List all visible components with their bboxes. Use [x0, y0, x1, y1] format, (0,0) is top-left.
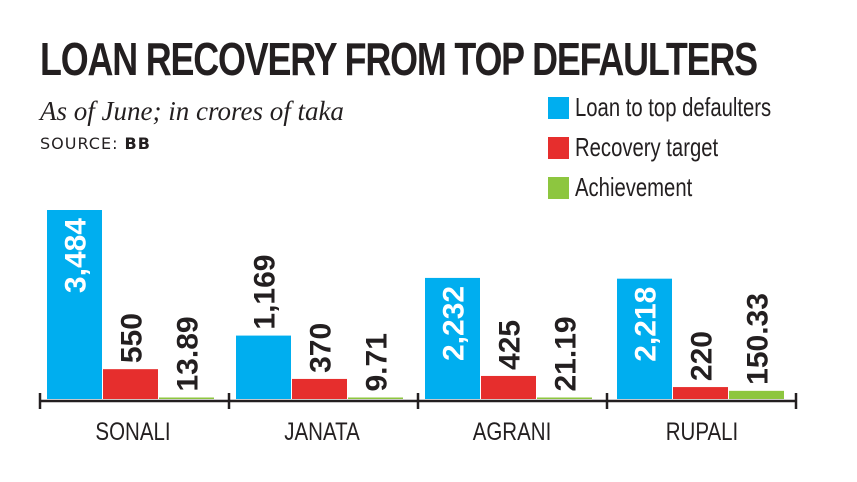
bar-label-sonali-series-1: 550	[115, 313, 148, 363]
bar-agrani-series-1	[481, 375, 536, 399]
bar-janata-series-2	[348, 397, 403, 399]
legend-swatch-loan	[548, 97, 569, 119]
bar-agrani-series-2	[537, 397, 592, 399]
bar-label-sonali-series-0: 3,484	[59, 218, 92, 293]
legend-label-loan: Loan to top defaulters	[575, 92, 772, 122]
bar-rupali-series-1	[673, 387, 728, 399]
bar-label-sonali-series-2: 13.89	[171, 316, 204, 391]
bar-sonali-series-0	[47, 210, 102, 399]
bar-label-janata-series-2: 9.71	[360, 333, 393, 391]
bar-label-rupali-series-2: 150.33	[741, 293, 774, 385]
bar-label-rupali-series-1: 220	[685, 331, 718, 381]
bar-label-agrani-series-0: 2,232	[437, 286, 470, 361]
source-line: SOURCE: BB	[40, 134, 151, 153]
legend-label-achievement: Achievement	[575, 172, 693, 202]
bar-label-rupali-series-0: 2,218	[629, 287, 662, 362]
bar-label-janata-series-0: 1,169	[248, 255, 281, 330]
bar-janata-series-0	[236, 335, 291, 399]
legend-label-target: Recovery target	[575, 132, 719, 162]
source-label: SOURCE:	[40, 134, 119, 153]
category-label-janata: JANATA	[284, 417, 360, 445]
category-label-rupali: RUPALI	[666, 417, 739, 445]
legend-swatch-achievement	[548, 177, 569, 199]
source-value: BB	[124, 134, 151, 153]
bar-label-agrani-series-1: 425	[493, 320, 526, 370]
bar-label-janata-series-1: 370	[304, 323, 337, 373]
chart-subtitle: As of June; in crores of taka	[40, 96, 344, 126]
bar-rupali-series-0	[617, 278, 672, 399]
bar-label-agrani-series-2: 21.19	[549, 316, 582, 391]
bar-sonali-series-2	[159, 397, 214, 399]
legend-swatch-target	[548, 137, 569, 159]
bar-janata-series-1	[292, 378, 347, 399]
bar-agrani-series-0	[425, 277, 480, 399]
bar-rupali-series-2	[729, 390, 784, 399]
category-label-agrani: AGRANI	[473, 417, 552, 445]
chart-title: LOAN RECOVERY FROM TOP DEFAULTERS	[40, 33, 758, 85]
bar-sonali-series-1	[103, 369, 158, 399]
category-label-sonali: SONALI	[95, 417, 170, 445]
